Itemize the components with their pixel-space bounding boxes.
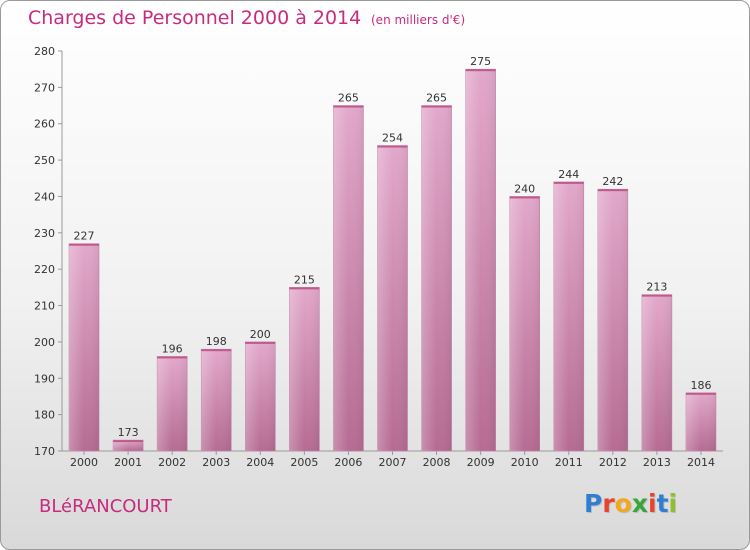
y-tick-label: 170 [34, 445, 55, 458]
bar-cap [509, 196, 540, 199]
x-tick-label: 2007 [379, 456, 407, 469]
x-tick-label: 2008 [423, 456, 451, 469]
data-label: 244 [558, 168, 579, 181]
bar-cap [685, 392, 716, 395]
commune-name: BLéRANCOURT [39, 496, 172, 517]
x-tick-label: 2010 [511, 456, 539, 469]
x-tick-label: 2000 [70, 456, 98, 469]
x-tick-label: 2002 [158, 456, 186, 469]
y-tick-label: 260 [34, 118, 55, 131]
bar-shine [69, 243, 100, 451]
bar-shine [157, 356, 188, 451]
bar-cap [201, 349, 232, 352]
x-tick-label: 2012 [599, 456, 627, 469]
y-tick-label: 270 [34, 81, 55, 94]
bar-shine [421, 105, 452, 451]
data-label: 186 [690, 379, 711, 392]
x-tick-label: 2013 [643, 456, 671, 469]
data-label: 265 [426, 92, 447, 105]
y-tick-label: 220 [34, 263, 55, 276]
bar-shine [289, 287, 320, 451]
data-label: 198 [206, 335, 227, 348]
data-label: 275 [470, 55, 491, 68]
bar-cap [377, 145, 408, 148]
data-label: 200 [250, 328, 271, 341]
bar-shine [641, 294, 672, 451]
bar-shine [685, 392, 716, 451]
logo-letter: r [602, 489, 615, 518]
data-label: 173 [118, 426, 139, 439]
bars [68, 68, 717, 452]
data-label: 227 [74, 230, 95, 243]
logo-letter: i [648, 489, 657, 518]
x-tick-label: 2011 [555, 456, 583, 469]
x-tick-label: 2009 [467, 456, 495, 469]
bar-shine [553, 181, 584, 451]
y-tick-label: 190 [34, 372, 55, 385]
y-tick-label: 280 [34, 45, 55, 58]
bar-shine [245, 341, 276, 451]
chart-title: Charges de Personnel 2000 à 2014 [28, 7, 362, 29]
bar-shine [333, 105, 364, 451]
bar-cap [157, 356, 188, 359]
logo-letter: o [614, 489, 632, 518]
data-labels: 227 173 196 198 200 215 265 254 265 275 240 244 242 2… [74, 55, 712, 439]
x-tick-label: 2003 [202, 456, 230, 469]
x-tick-label: 2001 [114, 456, 142, 469]
logo-letter: t [656, 489, 669, 518]
bar-shine [201, 349, 232, 451]
proxiti-logo: Proxiti [584, 489, 677, 518]
data-label: 240 [514, 182, 535, 195]
bar-shine [509, 196, 540, 451]
bar-cap [69, 243, 100, 246]
x-tick-label: 2014 [687, 456, 715, 469]
bar-cap [465, 69, 496, 72]
bar-shine [597, 189, 628, 451]
y-tick-label: 210 [34, 300, 55, 313]
bar-cap [421, 105, 452, 108]
y-tick-label: 200 [34, 336, 55, 349]
x-tick-label: 2005 [290, 456, 318, 469]
data-label: 254 [382, 132, 403, 145]
chart-subtitle: (en milliers d'€) [371, 13, 466, 27]
data-label: 242 [602, 175, 623, 188]
bar-shine [377, 145, 408, 451]
bar-cap [641, 294, 672, 297]
y-tick-label: 250 [34, 154, 55, 167]
bar-shine [113, 440, 144, 451]
bar-cap [245, 341, 276, 344]
y-tick-label: 180 [34, 409, 55, 422]
bar-cap [113, 440, 144, 443]
bar-cap [553, 181, 584, 184]
y-tick-label: 240 [34, 190, 55, 203]
bar-cap [333, 105, 364, 108]
data-label: 196 [162, 342, 183, 355]
bar-cap [597, 189, 628, 192]
logo-letter: x [631, 489, 648, 518]
data-label: 213 [646, 281, 667, 294]
y-tick-label: 230 [34, 227, 55, 240]
x-tick-label: 2006 [334, 456, 362, 469]
data-label: 265 [338, 92, 359, 105]
logo-letter: P [584, 489, 603, 518]
bar-shine [465, 69, 496, 451]
bar-cap [289, 287, 320, 290]
logo-letter: i [668, 489, 678, 518]
data-label: 215 [294, 273, 315, 286]
x-tick-label: 2004 [246, 456, 274, 469]
